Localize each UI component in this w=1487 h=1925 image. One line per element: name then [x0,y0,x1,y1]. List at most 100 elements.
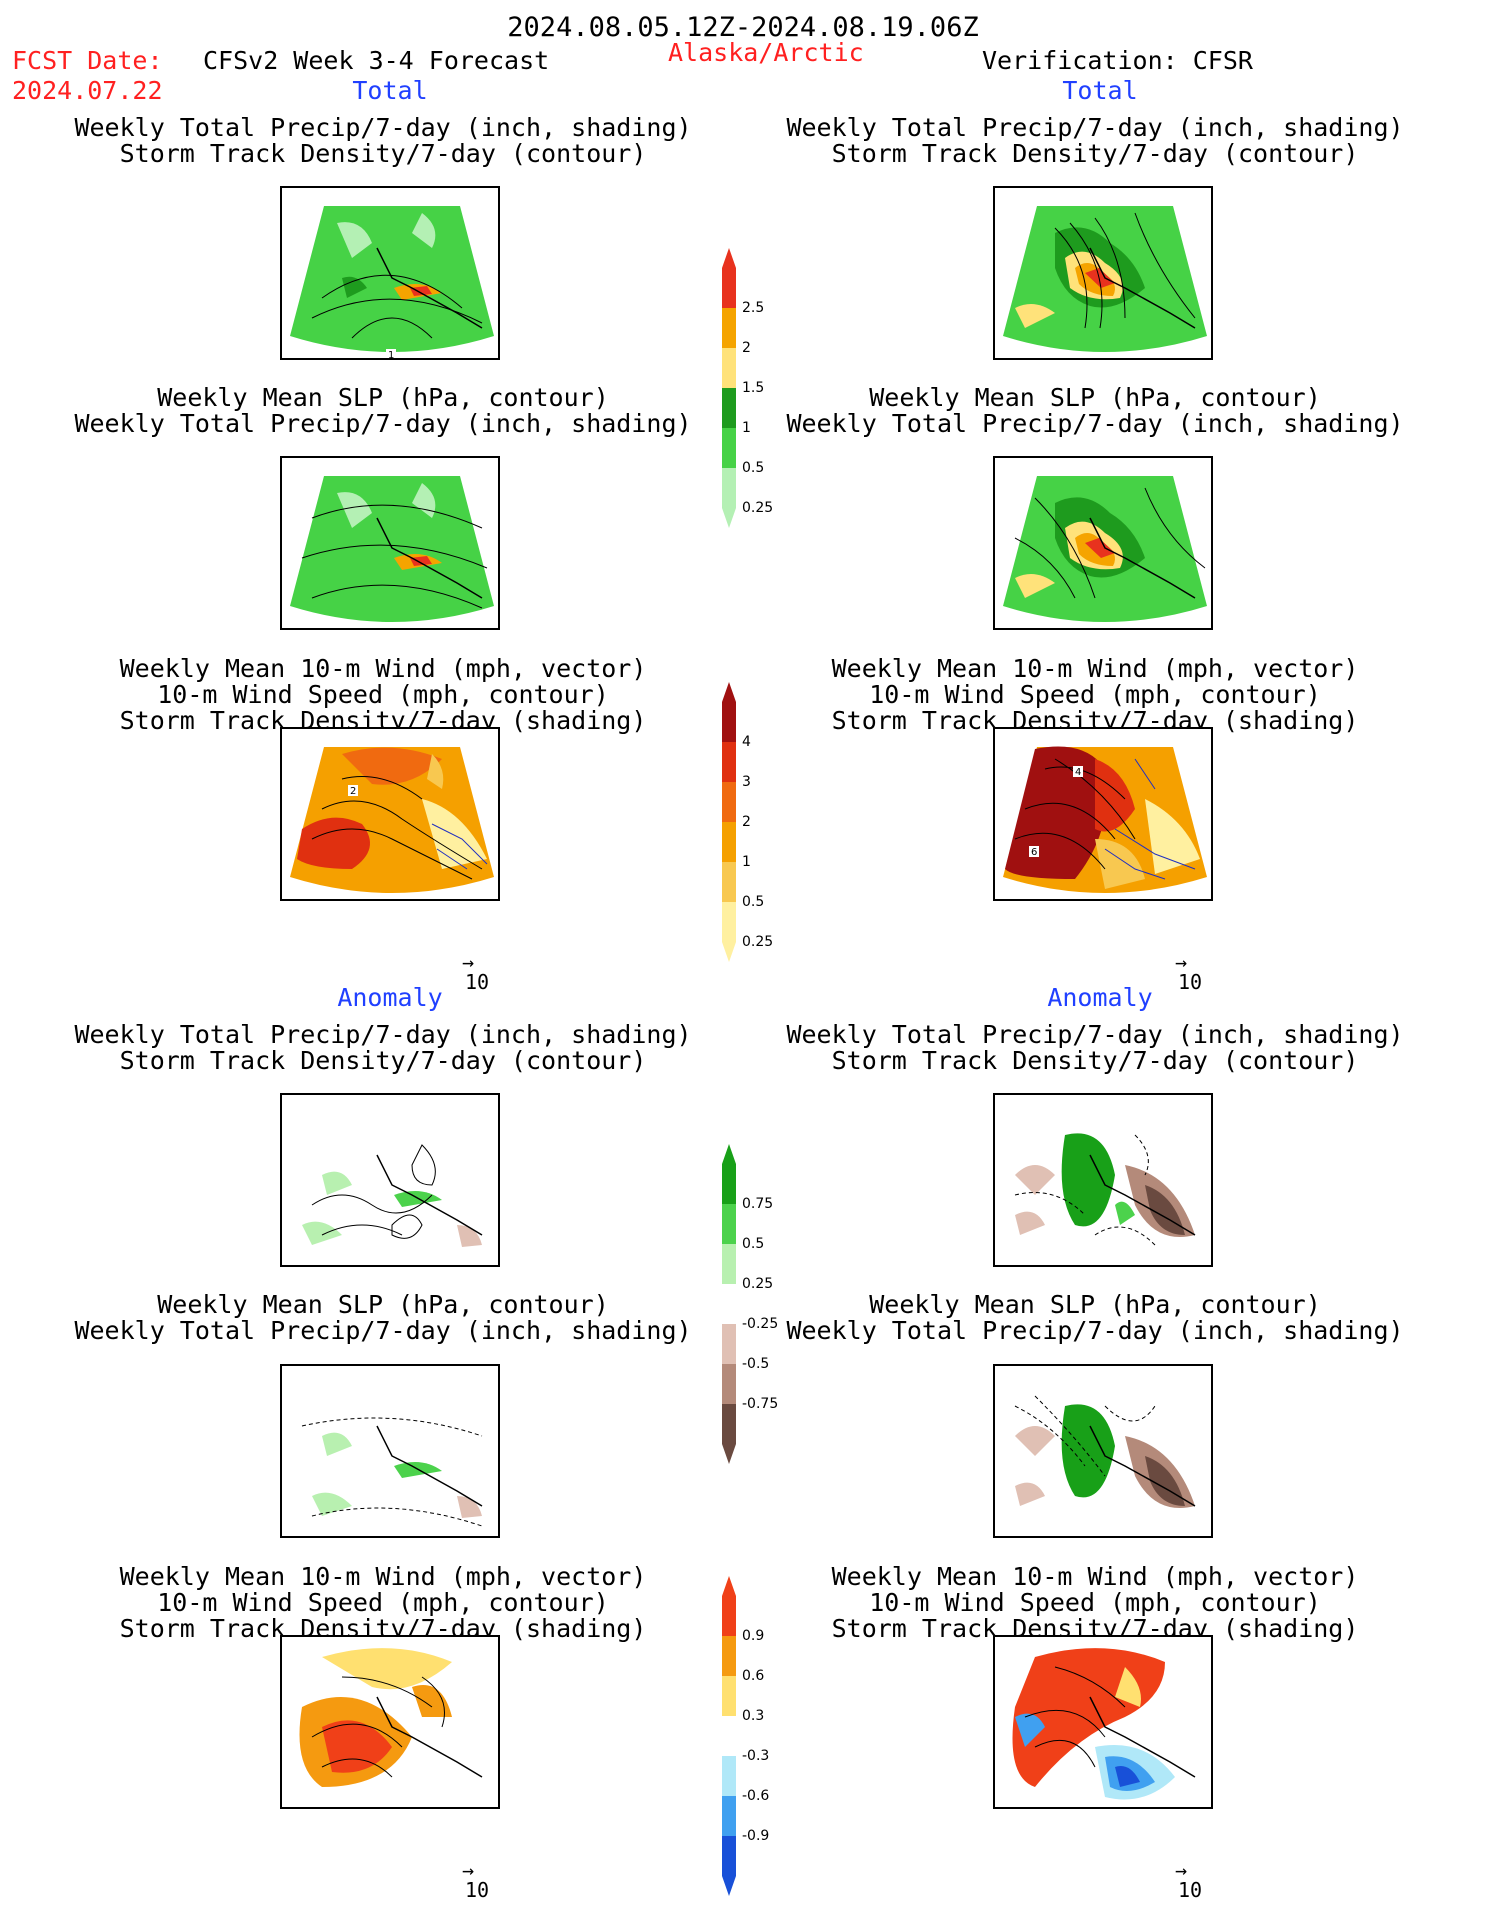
title-r2-right-1: Weekly Mean SLP (hPa, contour) [869,383,1321,412]
vector-ref-arrow-icon: → [1175,950,1188,974]
colorbar-segment [722,782,736,822]
map-panel-slp-verification [993,456,1213,630]
colorbar-storm_total [722,682,736,962]
colorbar-cap-bottom [722,1876,736,1896]
title-r4-left-1: Weekly Total Precip/7-day (inch, shading… [74,1020,692,1049]
title-r5-left-2: Weekly Total Precip/7-day (inch, shading… [74,1316,692,1345]
title-r4-right-2: Storm Track Density/7-day (contour) [831,1046,1359,1075]
colorbar-tick-label: 0.5 [742,1236,765,1252]
vector-ref-label: 10 [465,970,490,994]
vector-ref-arrow-icon: → [1175,1858,1188,1882]
title-r3-left-1: Weekly Mean 10-m Wind (mph, vector) [119,654,647,683]
vector-ref-arrow-icon: → [462,1858,475,1882]
colorbar-segment [722,348,736,388]
colorbar-segment [722,1244,736,1284]
title-r4-left-2: Storm Track Density/7-day (contour) [119,1046,647,1075]
colorbar-tick-label: 0.5 [742,460,765,476]
map-panel-anom-slp-forecast [280,1364,500,1538]
colorbar-segment [722,1676,736,1716]
colorbar-segment [722,1836,736,1876]
title-r6-left-1: Weekly Mean 10-m Wind (mph, vector) [119,1562,647,1591]
title-r3-left-2: 10-m Wind Speed (mph, contour) [157,680,609,709]
colorbar-cap-top [722,248,736,268]
contour-label: 2 [350,786,356,797]
colorbar-tick-label: 2.5 [742,300,765,316]
colorbar-segment [722,388,736,428]
colorbar-segment [722,1636,736,1676]
title-r1-right-2: Storm Track Density/7-day (contour) [831,139,1359,168]
colorbar-tick-label: 0.25 [742,1276,774,1292]
colorbar-segment [722,308,736,348]
colorbar-precip_anom [722,1144,736,1464]
colorbar-tick-label: 0.9 [742,1628,765,1644]
colorbar-segment [722,428,736,468]
fcst-date-value: 2024.07.22 [12,76,163,105]
colorbar-segment [722,1284,736,1324]
colorbar-cap-bottom [722,508,736,528]
title-r3-right-2: 10-m Wind Speed (mph, contour) [869,680,1321,709]
title-r1-right-1: Weekly Total Precip/7-day (inch, shading… [786,113,1404,142]
colorbar-tick-label: -0.3 [742,1748,770,1764]
colorbar-cap-bottom [722,1444,736,1464]
map-panel-anom-wind-verification [993,1635,1213,1809]
contour-label: 1 [388,350,394,360]
date-range: 2024.08.05.12Z-2024.08.19.06Z [507,12,979,43]
section-total-left: Total [352,76,428,105]
contour-label: 6 [1031,847,1037,858]
colorbar-segment [722,1756,736,1796]
colorbar-segment [722,1324,736,1364]
colorbar-tick-label: 0.25 [742,500,774,516]
title-r5-right-2: Weekly Total Precip/7-day (inch, shading… [786,1316,1404,1345]
title-r2-left-1: Weekly Mean SLP (hPa, contour) [157,383,609,412]
map-panel-anom-wind-forecast [280,1635,500,1809]
title-r5-left-1: Weekly Mean SLP (hPa, contour) [157,1290,609,1319]
region-title: Alaska/Arctic [668,38,864,67]
vector-ref-label: 10 [1178,970,1203,994]
colorbar-tick-label: 0.75 [742,1196,774,1212]
colorbar-tick-label: 1 [742,854,751,870]
colorbar-segment [722,1164,736,1204]
colorbar-tick-label: 0.5 [742,894,765,910]
colorbar-tick-label: -0.6 [742,1788,770,1804]
map-panel-anom-slp-verification [993,1364,1213,1538]
title-r6-right-1: Weekly Mean 10-m Wind (mph, vector) [831,1562,1359,1591]
colorbar-tick-label: 0.6 [742,1668,765,1684]
colorbar-tick-label: -0.25 [742,1316,779,1332]
colorbar-segment [722,1404,736,1444]
map-panel-wind-verification: 4 6 [993,727,1213,901]
contour-label: 4 [1075,767,1081,778]
colorbar-precip_total [722,248,736,528]
colorbar-segment [722,1796,736,1836]
colorbar-tick-label: 1 [742,420,751,436]
colorbar-cap-bottom [722,942,736,962]
colorbar-tick-label: 3 [742,774,751,790]
colorbar-tick-label: 4 [742,734,751,750]
colorbar-tick-label: -0.9 [742,1828,770,1844]
colorbar-tick-label: 2 [742,340,751,356]
colorbar-wind_anom [722,1576,736,1896]
title-r1-left-2: Storm Track Density/7-day (contour) [119,139,647,168]
colorbar-tick-label: -0.75 [742,1396,779,1412]
colorbar-cap-top [722,682,736,702]
section-anomaly-left: Anomaly [337,983,443,1012]
map-panel-slp-forecast [280,456,500,630]
colorbar-tick-label: -0.5 [742,1356,770,1372]
colorbar-segment [722,1364,736,1404]
colorbar-segment [722,1204,736,1244]
map-panel-anom-precip-verification [993,1093,1213,1267]
map-panel-wind-forecast: 2 [280,727,500,901]
title-r6-right-2: 10-m Wind Speed (mph, contour) [869,1588,1321,1617]
title-r4-right-1: Weekly Total Precip/7-day (inch, shading… [786,1020,1404,1049]
colorbar-segment [722,1716,736,1756]
vector-ref-label: 10 [1178,1878,1203,1902]
colorbar-segment [722,822,736,862]
colorbar-cap-top [722,1144,736,1164]
colorbar-segment [722,268,736,308]
title-r3-right-3: Storm Track Density/7-day (shading) [831,706,1359,735]
title-r1-left-1: Weekly Total Precip/7-day (inch, shading… [74,113,692,142]
colorbar-segment [722,1596,736,1636]
title-r2-right-2: Weekly Total Precip/7-day (inch, shading… [786,409,1404,438]
title-r6-left-3: Storm Track Density/7-day (shading) [119,1614,647,1643]
title-r3-right-1: Weekly Mean 10-m Wind (mph, vector) [831,654,1359,683]
colorbar-segment [722,902,736,942]
